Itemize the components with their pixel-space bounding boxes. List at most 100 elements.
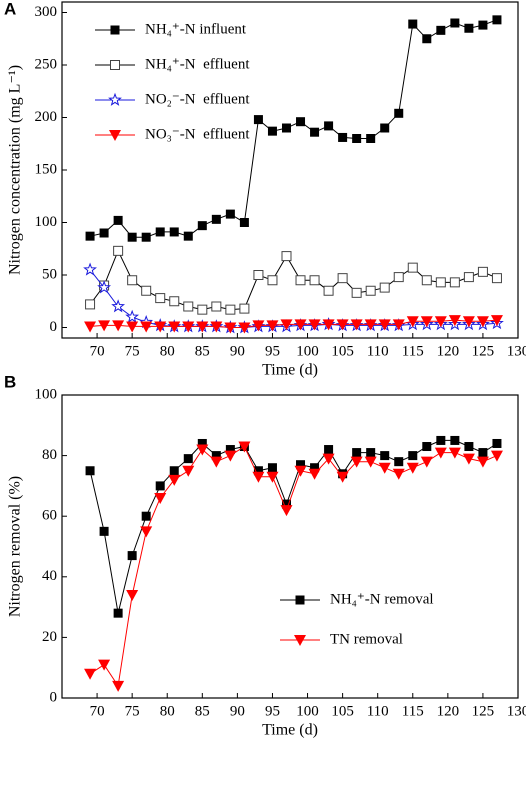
marker <box>323 285 334 296</box>
marker <box>169 466 179 476</box>
marker <box>127 551 137 561</box>
legend-label: NH₄⁺-N influent <box>145 21 247 37</box>
marker <box>309 275 320 286</box>
marker <box>336 471 349 483</box>
marker <box>394 108 404 118</box>
marker <box>366 448 376 458</box>
marker <box>140 321 153 333</box>
marker <box>352 134 362 143</box>
y-axis-title: Nitrogen removal (%) <box>7 476 24 617</box>
marker <box>225 304 236 315</box>
marker <box>421 275 432 286</box>
y-tick-label: 150 <box>35 161 58 177</box>
marker <box>183 231 193 241</box>
marker <box>322 319 335 331</box>
marker <box>168 474 181 486</box>
y-tick-label: 250 <box>35 56 58 72</box>
marker <box>296 117 306 127</box>
marker <box>378 462 391 474</box>
marker <box>434 316 447 328</box>
marker <box>476 456 489 468</box>
marker <box>140 526 153 538</box>
marker <box>155 293 166 304</box>
marker <box>253 115 263 125</box>
x-tick-label: 130 <box>507 703 526 719</box>
y-tick-label: 300 <box>35 4 58 20</box>
marker <box>99 228 109 238</box>
marker <box>196 321 209 333</box>
y-tick-label: 200 <box>35 109 58 125</box>
y-tick-label: 40 <box>42 568 57 584</box>
y-tick-label: 50 <box>42 266 57 282</box>
x-tick-label: 80 <box>160 703 175 719</box>
marker <box>266 320 279 332</box>
marker <box>464 442 474 452</box>
marker <box>141 232 151 242</box>
y-tick-label: 80 <box>42 447 57 463</box>
marker <box>365 285 376 296</box>
marker <box>478 448 488 458</box>
marker <box>393 272 404 283</box>
marker <box>448 447 461 459</box>
marker <box>281 251 292 262</box>
marker <box>406 316 419 328</box>
marker <box>392 319 405 331</box>
marker <box>280 505 293 517</box>
marker <box>350 456 363 468</box>
marker <box>108 92 122 106</box>
marker <box>168 321 181 333</box>
marker <box>295 595 305 605</box>
x-tick-label: 115 <box>402 703 424 719</box>
marker <box>211 214 221 224</box>
marker <box>422 34 432 44</box>
marker <box>125 309 140 323</box>
marker <box>239 303 250 314</box>
marker <box>85 466 95 476</box>
y-tick-label: 0 <box>50 689 58 705</box>
marker <box>308 319 321 331</box>
marker <box>197 304 208 315</box>
marker <box>211 451 221 461</box>
marker <box>420 456 433 468</box>
marker <box>366 134 376 143</box>
x-tick-label: 90 <box>230 703 245 719</box>
x-tick-label: 80 <box>160 343 175 359</box>
marker <box>126 589 139 601</box>
marker <box>296 460 306 470</box>
marker <box>112 680 125 692</box>
legend-label: NO₃⁻-N effluent <box>145 126 250 142</box>
marker <box>324 121 334 131</box>
marker <box>154 493 167 505</box>
marker <box>380 123 390 133</box>
x-axis-title: Time (d) <box>262 362 318 379</box>
marker <box>253 466 263 476</box>
marker <box>210 456 223 468</box>
x-tick-label: 120 <box>437 703 460 719</box>
marker <box>294 319 307 331</box>
marker <box>491 273 502 284</box>
x-tick-label: 90 <box>230 343 245 359</box>
marker <box>463 272 474 283</box>
marker <box>294 465 307 477</box>
marker <box>127 275 138 286</box>
marker <box>490 450 503 462</box>
marker <box>324 445 334 455</box>
x-tick-label: 120 <box>437 343 460 359</box>
marker <box>380 451 390 461</box>
x-tick-label: 125 <box>472 703 495 719</box>
marker <box>435 277 446 288</box>
marker <box>141 511 151 521</box>
marker <box>83 262 97 276</box>
marker <box>85 299 96 310</box>
marker <box>224 450 237 462</box>
marker <box>378 319 391 331</box>
marker <box>182 465 195 477</box>
marker <box>169 296 180 307</box>
marker <box>239 218 249 227</box>
marker <box>422 442 432 452</box>
x-tick-label: 105 <box>331 703 354 719</box>
x-tick-label: 75 <box>125 703 140 719</box>
marker <box>408 451 418 461</box>
legend-label: NH₄⁺-N effluent <box>145 56 250 72</box>
